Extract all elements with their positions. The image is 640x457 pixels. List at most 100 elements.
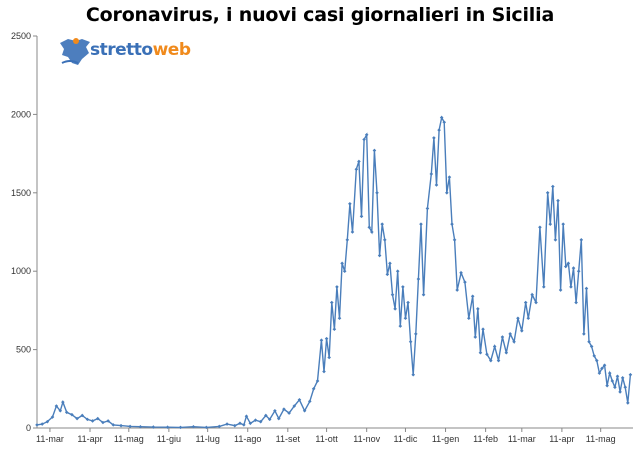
y-tick-label: 2000 [11,109,31,119]
x-tick-label: 11-mag [114,434,144,444]
data-point [520,328,524,333]
data-point [332,327,337,332]
data-point [302,408,307,413]
data-point [359,214,364,219]
x-tick-label: 11-feb [473,434,498,444]
data-point [429,172,434,176]
data-point [138,424,143,429]
data-point [40,422,44,426]
data-point [408,339,413,344]
data-point [437,128,441,132]
data-point [442,120,447,125]
data-point [354,167,359,172]
data-point [600,366,604,371]
data-point [589,344,594,349]
data-point [95,416,100,421]
data-point [297,397,302,402]
data-point [90,419,95,423]
chart-title: Coronavirus, i nuovi casi giornalieri in… [85,4,555,26]
x-tick-label: 11-mar [508,434,536,444]
data-point [75,416,79,421]
data-point [450,222,454,226]
sicily-map-icon [60,38,90,65]
data-point [592,354,597,358]
strettoweb-logo: strettoweb [56,33,196,71]
data-point [327,355,331,360]
data-point [342,269,347,273]
data-point [523,300,528,305]
data-point [287,411,291,415]
data-point [267,417,272,422]
data-point [406,300,410,305]
data-point [623,385,628,390]
data-point [414,332,418,336]
data-point [244,414,249,419]
data-point [534,300,538,305]
x-tick-label: 11-dic [394,434,418,444]
data-point [512,339,516,344]
y-tick-label: 500 [16,345,31,355]
x-tick-label: 11-ago [234,434,261,444]
data-point [563,264,568,269]
data-point [165,425,170,430]
y-tick-label: 1000 [11,266,31,276]
data-point [419,222,423,226]
data-point [35,423,39,427]
data-point [204,425,209,430]
data-point [463,280,467,284]
x-tick-label: 11-apr [549,434,574,444]
data-point [595,358,599,363]
data-point [151,425,156,429]
data-point [273,408,277,413]
data-point [345,238,350,242]
data-point [597,371,602,375]
data-point [50,415,55,419]
data-point [571,266,576,270]
data-point [253,418,258,422]
data-point [445,191,449,195]
data-point [447,175,452,179]
data-point [558,288,563,292]
data-point [485,352,489,357]
data-point [526,316,531,321]
series-points [35,115,633,430]
data-point [282,407,286,411]
data-point [467,316,471,321]
logo-text-part1: stretto [90,40,153,60]
data-point [393,307,397,311]
data-point [470,294,475,299]
data-point [380,222,384,226]
data-point [385,272,390,277]
data-point [551,184,555,189]
data-point [264,413,268,418]
data-point [377,253,382,258]
data-point [238,421,242,426]
x-tick-label: 11-nov [353,434,380,444]
data-point [620,376,625,380]
data-point [292,404,297,408]
data-point [618,390,622,394]
data-point [488,358,493,363]
data-point [500,335,505,339]
data-point [119,423,123,428]
data-point [388,261,392,266]
data-point [225,422,229,426]
data-point [566,261,571,266]
data-point [556,198,560,203]
data-point [370,230,374,234]
data-point [476,307,480,311]
data-point [416,277,421,281]
data-point [258,419,263,424]
data-point [398,324,403,328]
data-point [61,400,65,404]
data-point [541,285,546,289]
data-point [478,350,483,355]
data-point [628,372,633,377]
data-point [452,238,457,242]
data-point [439,115,444,120]
y-tick-label: 1500 [11,188,31,198]
data-point [569,285,573,289]
x-tick-label: 11-giu [157,434,181,444]
data-point [504,350,509,355]
data-point [561,222,565,226]
